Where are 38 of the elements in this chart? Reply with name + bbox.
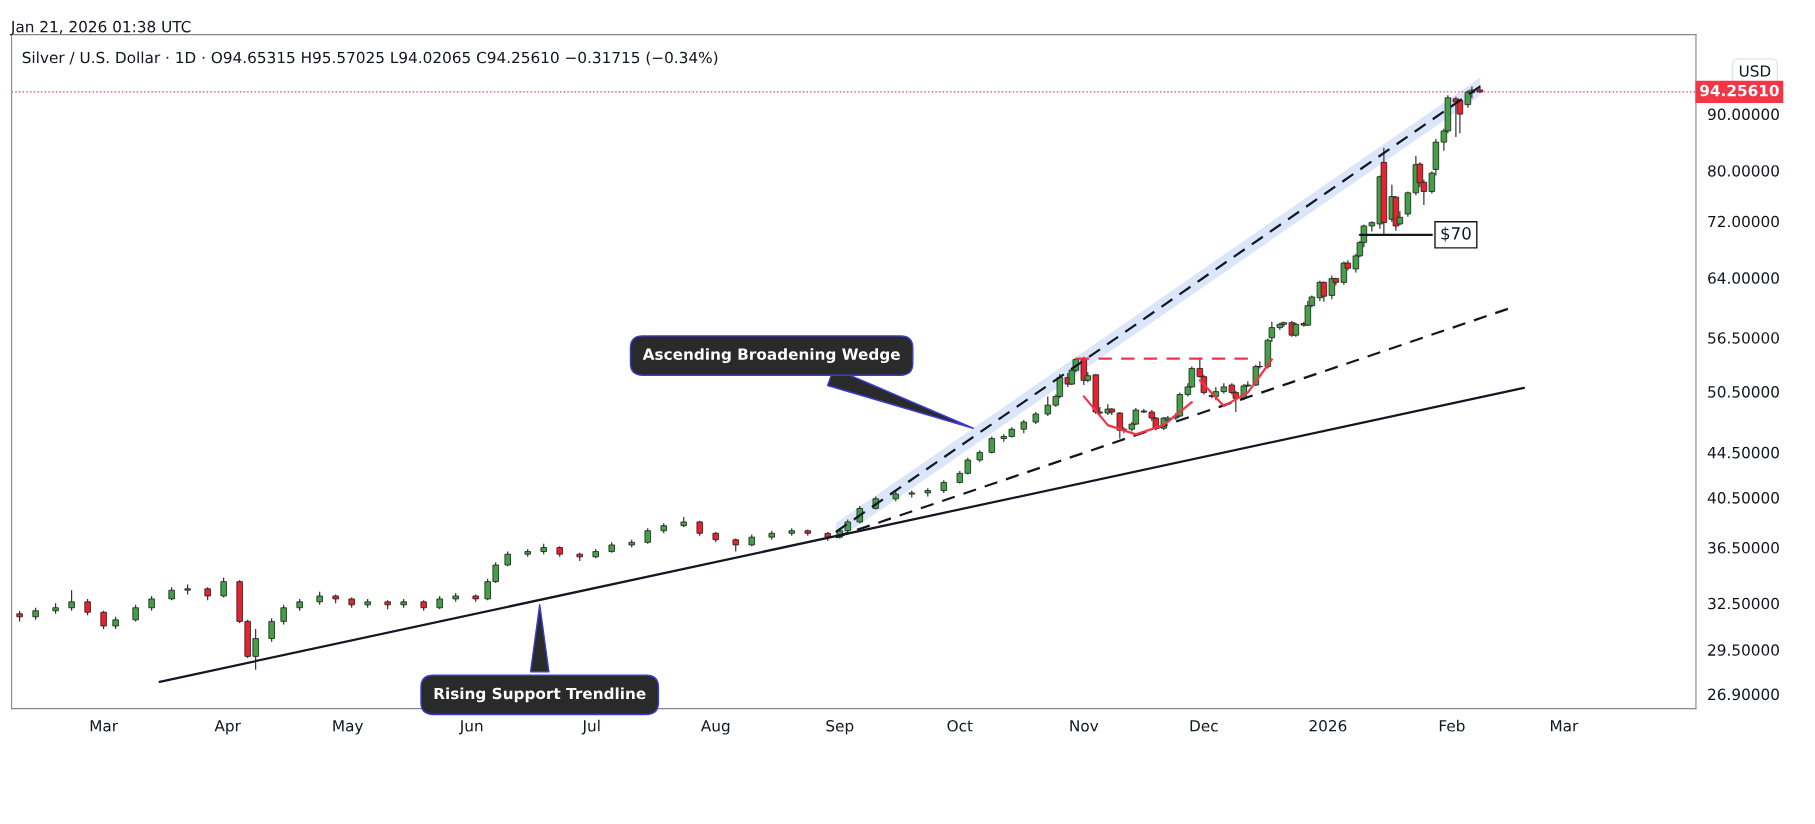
x-tick-label: 2026: [1309, 720, 1347, 732]
x-tick-label: Aug: [700, 720, 730, 735]
chart-subtitle: Jan 21, 2026 01:38 UTC: [10, 20, 191, 36]
annotation: Ascending Broadening Wedge: [642, 348, 900, 364]
line-series: [1082, 395, 1193, 436]
candlestick: [68, 589, 75, 612]
ref-line-label: 94.25610: [1700, 84, 1779, 97]
x-tick-label: Feb: [1439, 719, 1465, 732]
x-tick-label: Mar: [1551, 720, 1579, 732]
x-tick-label: Dec: [1190, 720, 1218, 732]
text: Silver / U.S. Dollar · 1D · O94.65315 H95.57025 L94.02065 C94.25610 −0.31715 (−0.34%): [22, 51, 718, 66]
annotation: Rising Support Trendline: [434, 687, 646, 703]
y-tick-label: 40.50000: [1707, 492, 1779, 504]
x-tick-label: Nov: [1070, 720, 1099, 732]
y-tick-label: 90.00000: [1708, 108, 1779, 121]
x-tick-label: Jul: [581, 719, 600, 735]
y-tick-label: 56.50000: [1708, 332, 1779, 344]
y-tick-label: 29.50000: [1708, 644, 1779, 656]
candlestick: [268, 617, 275, 643]
y-axis-title: USD: [1739, 65, 1771, 77]
candlestick: [100, 610, 107, 630]
y-tick-label: 50.50000: [1708, 386, 1779, 398]
y-tick-label: 26.90000: [1708, 688, 1779, 701]
line-series: [1198, 358, 1273, 408]
y-tick-label: 80.00000: [1708, 165, 1779, 177]
y-tick-label: 64.00000: [1708, 272, 1779, 284]
y-tick-label: 44.50000: [1707, 446, 1779, 459]
candlestick: [280, 604, 287, 626]
x-tick-label: Oct: [947, 720, 973, 732]
x-tick-label: Jun: [458, 720, 483, 735]
annotation: $70: [1441, 226, 1471, 242]
y-tick-label: 36.50000: [1708, 542, 1779, 554]
x-tick-label: Mar: [90, 720, 119, 732]
x-tick-label: Sep: [826, 720, 854, 735]
x-tick-label: May: [333, 720, 364, 735]
x-tick-label: Apr: [214, 720, 241, 735]
y-tick-label: 32.50000: [1708, 597, 1779, 610]
y-tick-label: 72.00000: [1708, 215, 1779, 228]
